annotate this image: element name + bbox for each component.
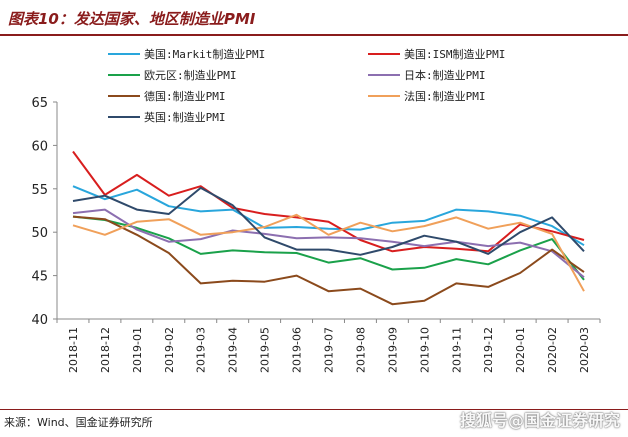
watermark: 搜狐号@国金证券研究 <box>459 411 620 430</box>
legend-label-4: 日本:制造业PMI <box>404 68 486 82</box>
y-tick-label: 65 <box>31 96 48 111</box>
plot-area <box>72 150 585 306</box>
x-tick-label: 2019-07 <box>323 327 336 373</box>
y-tick-label: 45 <box>31 270 48 285</box>
x-tick-label: 2019-05 <box>259 327 272 373</box>
chart-axes: 40 45 50 55 60 65 2018-11 2018-12 2019-01 2019-02… <box>31 96 601 373</box>
legend-label-2: 美国:ISM制造业PMI <box>404 47 505 61</box>
x-tick-label: 2019-10 <box>418 327 431 373</box>
x-tick-label: 2019-08 <box>354 327 367 373</box>
x-tick-label: 2019-04 <box>227 327 240 373</box>
x-tick-label: 2020-03 <box>578 327 591 373</box>
x-tick-label: 2019-12 <box>482 327 495 373</box>
y-tick-label: 55 <box>31 183 48 198</box>
x-tick-label: 2019-01 <box>131 327 144 373</box>
y-tick-label: 60 <box>31 139 48 154</box>
chart-title: 图表10：发达国家、地区制造业PMI <box>8 10 256 28</box>
series-line-5 <box>72 215 585 306</box>
legend: 美国:Markit制造业PMI 美国:ISM制造业PMI 欧元区:制造业PMI 日本:… <box>108 47 505 124</box>
source-note: 来源：Wind、国金证券研究所 <box>4 416 153 429</box>
legend-label-7: 英国:制造业PMI <box>144 110 226 124</box>
title-divider <box>0 34 628 36</box>
series-line-6 <box>72 213 585 292</box>
series-line-1 <box>72 185 585 247</box>
y-tick-label: 50 <box>31 226 48 241</box>
x-tick-label: 2018-11 <box>67 327 80 373</box>
series-line-2 <box>72 150 585 253</box>
y-tick-label: 40 <box>31 313 48 328</box>
x-tick-label: 2019-02 <box>163 327 176 373</box>
legend-label-6: 法国:制造业PMI <box>404 89 486 103</box>
legend-label-5: 德国:制造业PMI <box>144 89 226 103</box>
x-tick-label: 2018-12 <box>99 327 112 373</box>
x-tick-label: 2020-01 <box>514 327 527 373</box>
x-tick-label: 2020-02 <box>546 327 559 373</box>
series-line-3 <box>72 215 585 281</box>
pmi-line-chart: 40 45 50 55 60 65 2018-11 2018-12 2019-01 2019-02… <box>31 47 601 373</box>
x-tick-label: 2019-11 <box>450 327 463 373</box>
series-line-4 <box>72 208 585 279</box>
x-tick-label: 2019-09 <box>386 327 399 373</box>
x-tick-label: 2019-03 <box>195 327 208 373</box>
legend-label-3: 欧元区:制造业PMI <box>144 68 237 82</box>
footer-divider <box>0 409 628 410</box>
series-line-7 <box>72 186 585 256</box>
x-tick-label: 2019-06 <box>291 327 304 373</box>
legend-label-1: 美国:Markit制造业PMI <box>144 47 265 61</box>
